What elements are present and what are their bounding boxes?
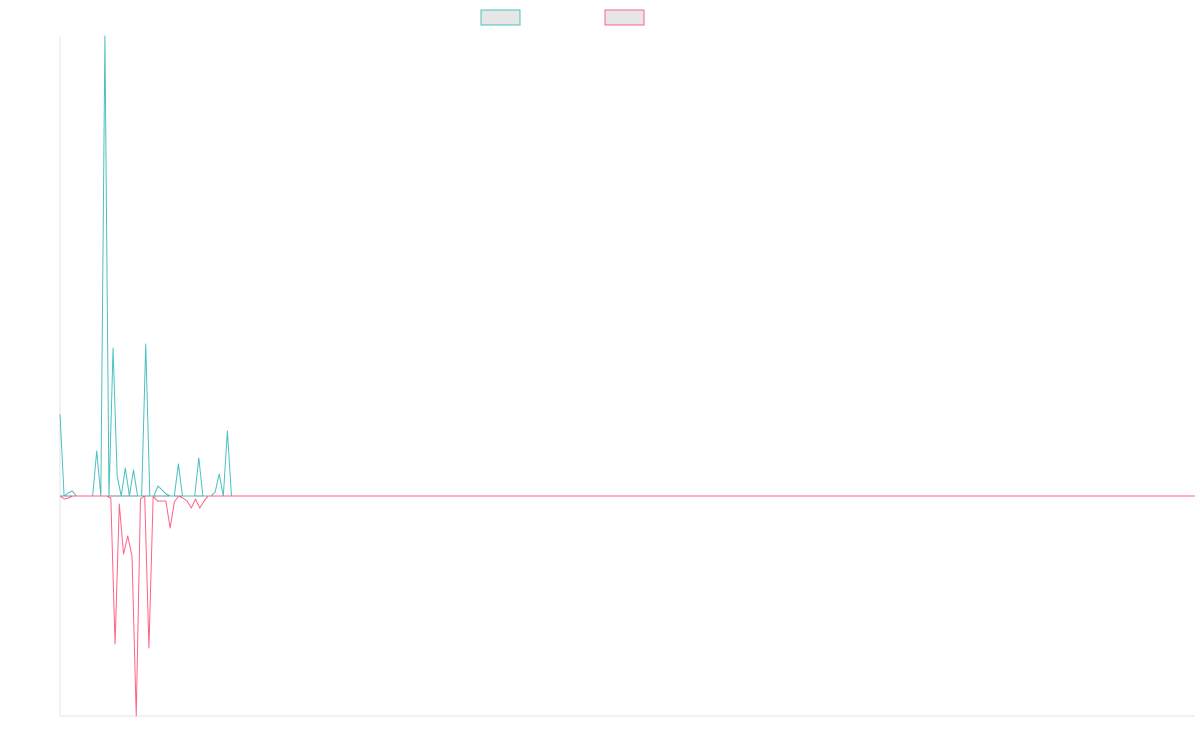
- chart-legend: [480, 9, 645, 26]
- series-line-2: [59, 495, 1195, 717]
- plot-area: [59, 35, 1195, 717]
- series-line-1: [59, 35, 1195, 497]
- chart-axes: [59, 36, 1195, 717]
- legend-swatch-1[interactable]: [480, 9, 521, 26]
- legend-swatch-2[interactable]: [604, 9, 645, 26]
